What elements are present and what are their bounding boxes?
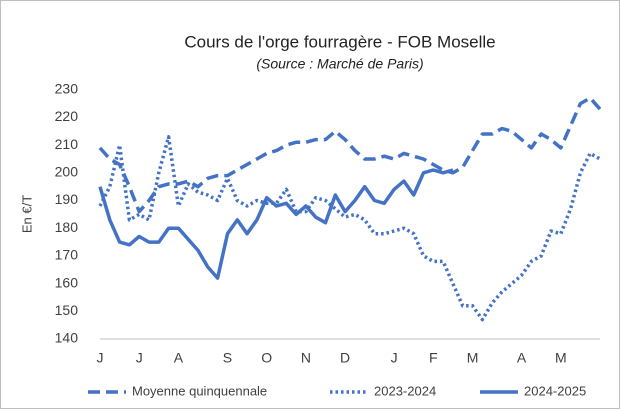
legend-label: 2023-2024	[374, 383, 436, 398]
x-tick-label: D	[340, 350, 350, 366]
legend-label: 2024-2025	[524, 383, 586, 398]
series-line	[98, 168, 454, 280]
series-line	[98, 96, 602, 214]
y-tick-label: 210	[55, 136, 79, 152]
x-tick-label: J	[97, 350, 104, 366]
y-axis-label: En €/T	[19, 195, 34, 233]
x-tick-label: M	[555, 350, 567, 366]
chart-title: Cours de l'orge fourragère - FOB Moselle	[184, 32, 495, 51]
x-tick-label: J	[136, 350, 143, 366]
x-tick-label: M	[467, 350, 479, 366]
y-tick-label: 140	[55, 330, 79, 346]
x-tick-label: A	[174, 350, 184, 366]
x-tick-label: A	[517, 350, 527, 366]
chart-subtitle: (Source : Marché de Paris)	[256, 56, 423, 72]
y-tick-label: 170	[55, 247, 79, 263]
legend-label: Moyenne quinquennale	[132, 383, 267, 398]
y-tick-label: 150	[55, 302, 79, 318]
x-tick-label: O	[261, 350, 272, 366]
x-tick-label: F	[429, 350, 438, 366]
y-tick-label: 200	[55, 164, 79, 180]
y-tick-label: 230	[55, 80, 79, 96]
y-tick-label: 180	[55, 219, 79, 235]
x-tick-label: N	[301, 350, 311, 366]
x-tick-label: S	[223, 350, 232, 366]
y-tick-label: 160	[55, 274, 79, 290]
y-tick-label: 190	[55, 191, 79, 207]
y-tick-label: 220	[55, 108, 79, 124]
x-tick-label: J	[391, 350, 398, 366]
